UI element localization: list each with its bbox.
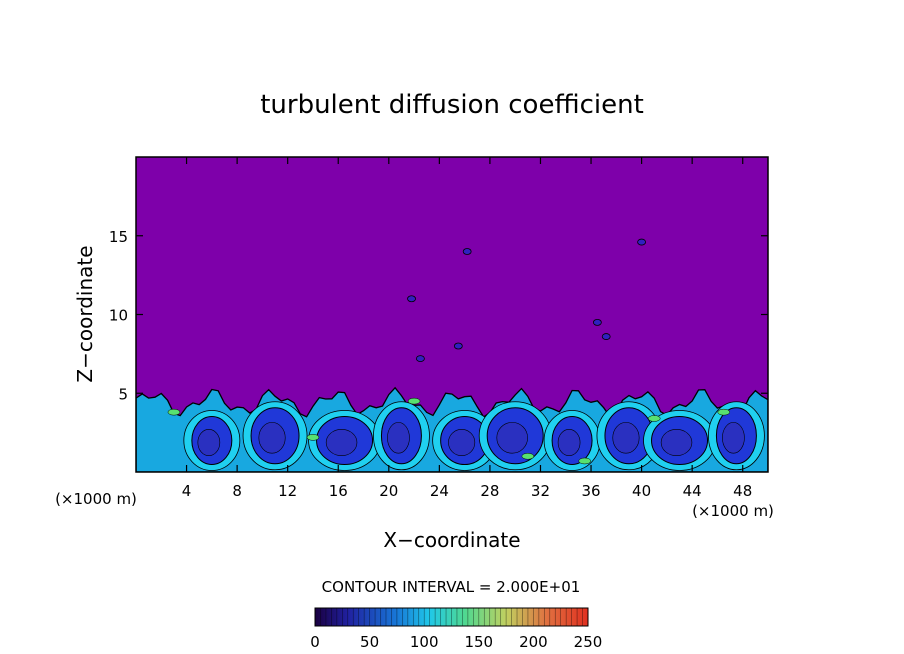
colorbar-tick-label: 0 <box>310 633 320 651</box>
eddy-inner <box>387 422 410 454</box>
high-value-patch <box>521 453 535 460</box>
isolated-patch <box>462 248 472 255</box>
high-value-patch <box>578 457 591 465</box>
high-value-patch <box>167 408 181 416</box>
x-tick-label: 4 <box>182 482 192 500</box>
x-tick-label: 16 <box>329 482 348 500</box>
x-axis-ticks: 4 8 12 16 20 24 28 32 36 40 44 48 <box>182 157 752 500</box>
x-axis-label: X−coordinate <box>383 528 520 552</box>
x-tick-label: 36 <box>581 482 600 500</box>
colorbar-tick-label: 250 <box>574 633 603 651</box>
x-unit-left: (×1000 m) <box>55 490 137 508</box>
colorbar-tick-label: 50 <box>360 633 379 651</box>
x-tick-label: 12 <box>278 482 297 500</box>
colorbar-tick-label: 100 <box>410 633 439 651</box>
y-axis-ticks: 5 10 15 <box>109 228 768 403</box>
x-tick-label: 28 <box>480 482 499 500</box>
x-tick-label: 24 <box>430 482 449 500</box>
eddy-inner <box>325 428 358 456</box>
isolated-patch <box>407 295 416 303</box>
y-tick-label: 5 <box>118 385 128 403</box>
high-value-patch <box>306 434 320 441</box>
eddy-inner <box>660 428 693 456</box>
chart-title: turbulent diffusion coefficient <box>260 90 644 120</box>
colorbar: 0 50 100 150 200 250 <box>310 607 602 651</box>
colorbar-tick-label: 150 <box>464 633 493 651</box>
eddy-inner <box>557 428 581 456</box>
isolated-patch <box>453 342 463 350</box>
x-unit-right: (×1000 m) <box>692 502 774 520</box>
eddy-inner <box>612 422 640 454</box>
eddy-inner <box>197 428 221 456</box>
isolated-patch <box>592 318 602 326</box>
eddy-inner <box>258 422 286 454</box>
eddy-inner <box>722 422 745 454</box>
isolated-patch <box>415 355 425 363</box>
colorbar-frame <box>314 607 589 627</box>
y-tick-label: 15 <box>109 228 128 246</box>
x-tick-label: 48 <box>733 482 752 500</box>
x-tick-label: 8 <box>232 482 242 500</box>
isolated-patch <box>601 333 611 340</box>
eddy-inner <box>448 428 476 456</box>
x-tick-label: 32 <box>531 482 550 500</box>
high-value-patch <box>717 408 731 416</box>
colorbar-stripes <box>320 608 583 626</box>
high-value-patch <box>647 415 661 422</box>
y-tick-label: 10 <box>109 307 128 325</box>
colorbar-tick-label: 200 <box>519 633 548 651</box>
y-axis-label: Z−coordinate <box>73 245 97 382</box>
contour-interval-label: CONTOUR INTERVAL = 2.000E+01 <box>322 578 581 596</box>
eddy-inner <box>496 422 528 454</box>
diffusion-field <box>136 238 768 472</box>
isolated-patch <box>637 238 646 246</box>
x-tick-label: 40 <box>632 482 651 500</box>
high-value-patch <box>407 397 421 405</box>
x-tick-label: 44 <box>683 482 702 500</box>
colorbar-ticks: 0 50 100 150 200 250 <box>310 633 602 651</box>
x-tick-label: 20 <box>379 482 398 500</box>
